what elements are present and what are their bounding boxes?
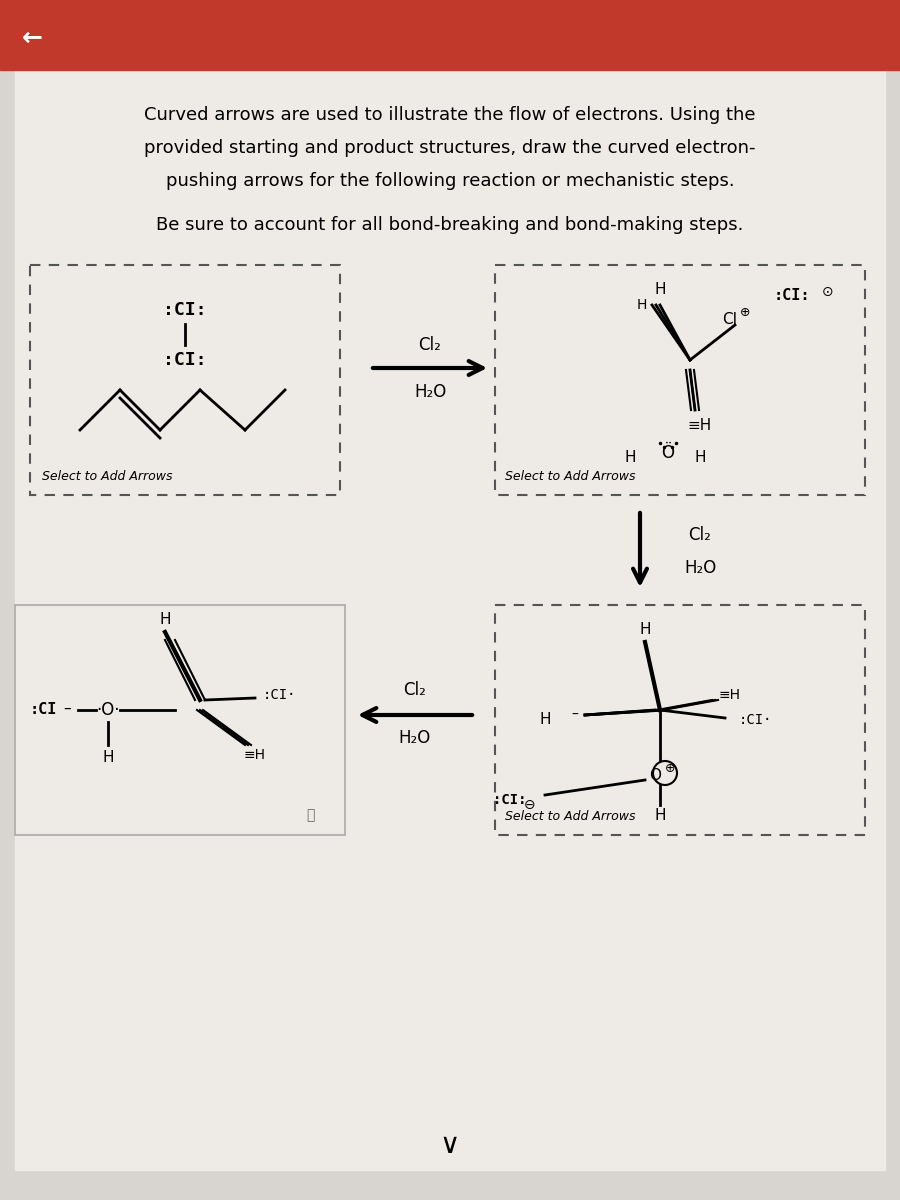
- Text: H₂O: H₂O: [414, 383, 446, 401]
- Text: :CI:: :CI:: [773, 288, 810, 302]
- Text: ≡H: ≡H: [688, 418, 712, 432]
- Text: H: H: [694, 450, 706, 466]
- Text: provided starting and product structures, draw the curved electron-: provided starting and product structures…: [144, 139, 756, 157]
- Text: Select to Add Arrows: Select to Add Arrows: [505, 810, 635, 823]
- Text: ≡H: ≡H: [719, 688, 741, 702]
- Text: Be sure to account for all bond-breaking and bond-making steps.: Be sure to account for all bond-breaking…: [157, 216, 743, 234]
- Text: H₂O: H₂O: [684, 559, 716, 577]
- Text: :CI:: :CI:: [163, 301, 207, 319]
- Text: ⊖: ⊖: [524, 798, 536, 812]
- Text: Cl₂: Cl₂: [403, 680, 427, 698]
- Text: ∨: ∨: [440, 1130, 460, 1159]
- Text: H: H: [539, 713, 551, 727]
- Text: :CI·: :CI·: [738, 713, 772, 727]
- Text: H: H: [103, 750, 113, 764]
- Text: –: –: [572, 708, 579, 722]
- Text: Ö: Ö: [662, 444, 674, 462]
- Text: H: H: [159, 612, 171, 628]
- Text: ⊕: ⊕: [665, 762, 675, 774]
- Text: H: H: [639, 623, 651, 637]
- Text: Cl₂: Cl₂: [418, 336, 441, 354]
- Text: H: H: [654, 808, 666, 822]
- Text: ←: ←: [22, 26, 43, 50]
- Text: Select to Add Arrows: Select to Add Arrows: [42, 470, 173, 484]
- Bar: [495, 265, 865, 494]
- Text: H: H: [625, 450, 635, 466]
- Text: ≡H: ≡H: [244, 748, 266, 762]
- Text: :CI: :CI: [30, 702, 58, 718]
- Text: –: –: [63, 701, 71, 715]
- Text: H: H: [654, 282, 666, 298]
- Text: ⊕: ⊕: [740, 306, 751, 318]
- Text: H₂O: H₂O: [399, 728, 431, 746]
- Text: H: H: [637, 298, 647, 312]
- Text: :CI·: :CI·: [263, 688, 297, 702]
- Text: Curved arrows are used to illustrate the flow of electrons. Using the: Curved arrows are used to illustrate the…: [144, 106, 756, 124]
- Bar: [0, 0, 900, 70]
- Text: :CI:: :CI:: [493, 793, 526, 806]
- Text: O: O: [649, 768, 661, 782]
- Bar: [30, 265, 340, 494]
- Text: :CI:: :CI:: [163, 350, 207, 370]
- Text: pushing arrows for the following reaction or mechanistic steps.: pushing arrows for the following reactio…: [166, 172, 734, 190]
- Text: Cl₂: Cl₂: [688, 526, 711, 544]
- Bar: [495, 605, 865, 835]
- Text: ·O·: ·O·: [96, 701, 120, 719]
- Bar: [15, 605, 345, 835]
- Text: CI: CI: [723, 312, 738, 328]
- Text: Select to Add Arrows: Select to Add Arrows: [505, 470, 635, 484]
- Text: 🔍: 🔍: [306, 808, 314, 822]
- Text: ⊙: ⊙: [823, 284, 833, 299]
